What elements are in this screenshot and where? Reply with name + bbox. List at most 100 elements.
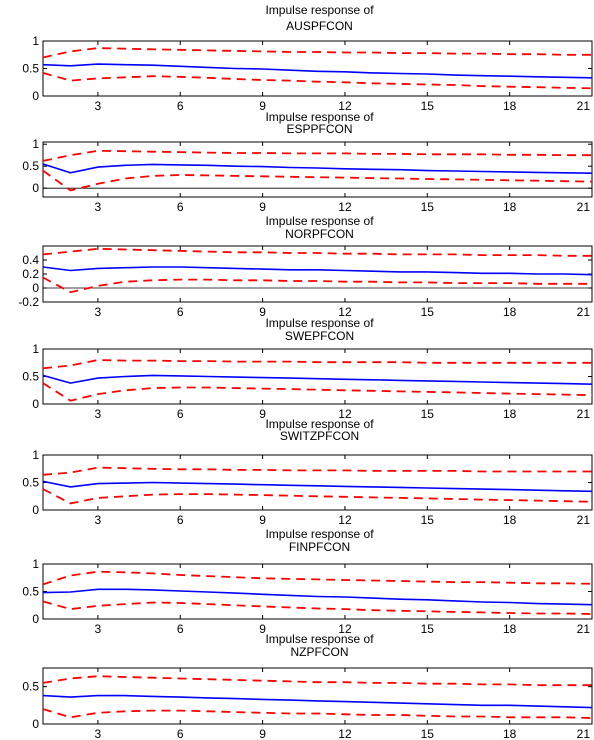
- x-tick-label: 15: [421, 513, 435, 527]
- chart-title-line: ESPPFCON: [286, 122, 352, 136]
- y-tick-label: 0: [32, 503, 39, 517]
- y-tick-label: 1: [32, 448, 39, 462]
- x-tick-label: 18: [503, 407, 517, 421]
- x-tick-label: 6: [177, 727, 184, 740]
- y-tick-label: 0: [32, 281, 39, 295]
- x-tick-label: 12: [338, 513, 352, 527]
- x-tick-label: 18: [503, 622, 517, 636]
- x-tick-label: 9: [259, 727, 266, 740]
- x-tick-label: 3: [95, 622, 102, 636]
- impulse-response-line: [42, 266, 593, 276]
- chart-title-line: Impulse response of: [265, 632, 374, 646]
- impulse-response-line: [42, 480, 593, 493]
- confidence-band-upper: [42, 47, 592, 59]
- y-tick-label: 0: [32, 181, 39, 195]
- confidence-band-lower: [42, 708, 593, 719]
- y-tick-label: 0: [32, 612, 39, 626]
- x-tick-label: 18: [503, 200, 517, 214]
- x-tick-label: 3: [95, 727, 102, 740]
- y-tick-label: 1: [32, 34, 39, 48]
- x-tick-label: 6: [177, 200, 184, 214]
- x-tick-label: 15: [421, 99, 435, 113]
- impulse-response-line: [42, 588, 593, 606]
- confidence-band-upper: [42, 359, 592, 370]
- y-tick-label: 1: [32, 137, 39, 151]
- confidence-band-lower: [42, 72, 593, 90]
- x-tick-label: 18: [503, 305, 517, 319]
- chart-title-line: FINPFCON: [289, 540, 350, 554]
- confidence-band-upper: [42, 247, 592, 257]
- x-tick-label: 15: [421, 727, 435, 740]
- x-tick-label: 3: [95, 305, 102, 319]
- confidence-band-upper: [42, 675, 592, 687]
- x-tick-label: 18: [503, 99, 517, 113]
- y-tick-label: 0.5: [22, 680, 39, 694]
- confidence-band-lower: [42, 488, 593, 505]
- impulse-response-line: [42, 374, 593, 385]
- y-tick-label: 0.5: [22, 159, 39, 173]
- chart-title-line: Impulse response of: [265, 110, 374, 124]
- chart-title-line: Impulse response of: [265, 527, 374, 541]
- x-tick-label: 12: [338, 727, 352, 740]
- plot-frame: [42, 563, 593, 620]
- x-tick-label: 21: [577, 727, 591, 740]
- impulse-response-line: [42, 163, 593, 174]
- x-tick-label: 21: [577, 513, 591, 527]
- confidence-band-lower: [42, 600, 593, 615]
- chart-title-line: Impulse response of: [265, 316, 374, 330]
- y-tick-label: 0.4: [22, 253, 39, 267]
- x-tick-label: 9: [259, 99, 266, 113]
- plot-frame: [42, 141, 593, 198]
- y-tick-label: 1: [32, 342, 39, 356]
- x-tick-label: 21: [577, 622, 591, 636]
- y-tick-label: -0.2: [18, 295, 39, 309]
- x-tick-label: 12: [338, 200, 352, 214]
- chart-panel-1: Impulse response of AUSPFCON 0 0.5 1 3 6 9 12 15 1…: [22, 3, 593, 113]
- impulse-response-line: [42, 694, 593, 709]
- x-tick-label: 21: [577, 407, 591, 421]
- x-tick-label: 9: [259, 622, 266, 636]
- x-tick-label: 3: [95, 99, 102, 113]
- confidence-band-upper: [42, 466, 592, 476]
- chart-title-line: AUSPFCON: [286, 19, 353, 33]
- x-tick-label: 21: [577, 200, 591, 214]
- y-tick-label: 0.5: [22, 62, 39, 76]
- x-tick-label: 3: [95, 200, 102, 214]
- y-tick-label: 0.5: [22, 370, 39, 384]
- y-tick-label: 0.2: [22, 267, 39, 281]
- x-tick-label: 6: [177, 622, 184, 636]
- confidence-band-lower: [42, 169, 593, 192]
- chart-title-line: Impulse response of: [265, 214, 374, 228]
- x-tick-label: 9: [259, 200, 266, 214]
- chart-title-line: SWEPFCON: [285, 329, 354, 343]
- x-tick-label: 6: [177, 99, 184, 113]
- x-tick-label: 9: [259, 305, 266, 319]
- x-tick-label: 18: [503, 513, 517, 527]
- x-tick-label: 9: [259, 407, 266, 421]
- y-tick-label: 0.5: [22, 585, 39, 599]
- x-tick-label: 15: [421, 407, 435, 421]
- x-tick-label: 6: [177, 305, 184, 319]
- x-tick-label: 18: [503, 727, 517, 740]
- y-tick-label: 0.5: [22, 476, 39, 490]
- x-tick-label: 6: [177, 513, 184, 527]
- chart-title-line: SWITZPFCON: [280, 429, 359, 443]
- x-tick-label: 15: [421, 305, 435, 319]
- x-tick-label: 3: [95, 407, 102, 421]
- confidence-band-upper: [42, 149, 592, 162]
- x-tick-label: 12: [338, 99, 352, 113]
- chart-title-line: NZPFCON: [291, 645, 349, 659]
- impulse-response-line: [42, 63, 593, 79]
- x-tick-label: 9: [259, 513, 266, 527]
- chart-title-line: NORPFCON: [285, 227, 354, 241]
- confidence-band-lower: [42, 382, 593, 402]
- x-tick-label: 15: [421, 200, 435, 214]
- x-tick-label: 12: [338, 622, 352, 636]
